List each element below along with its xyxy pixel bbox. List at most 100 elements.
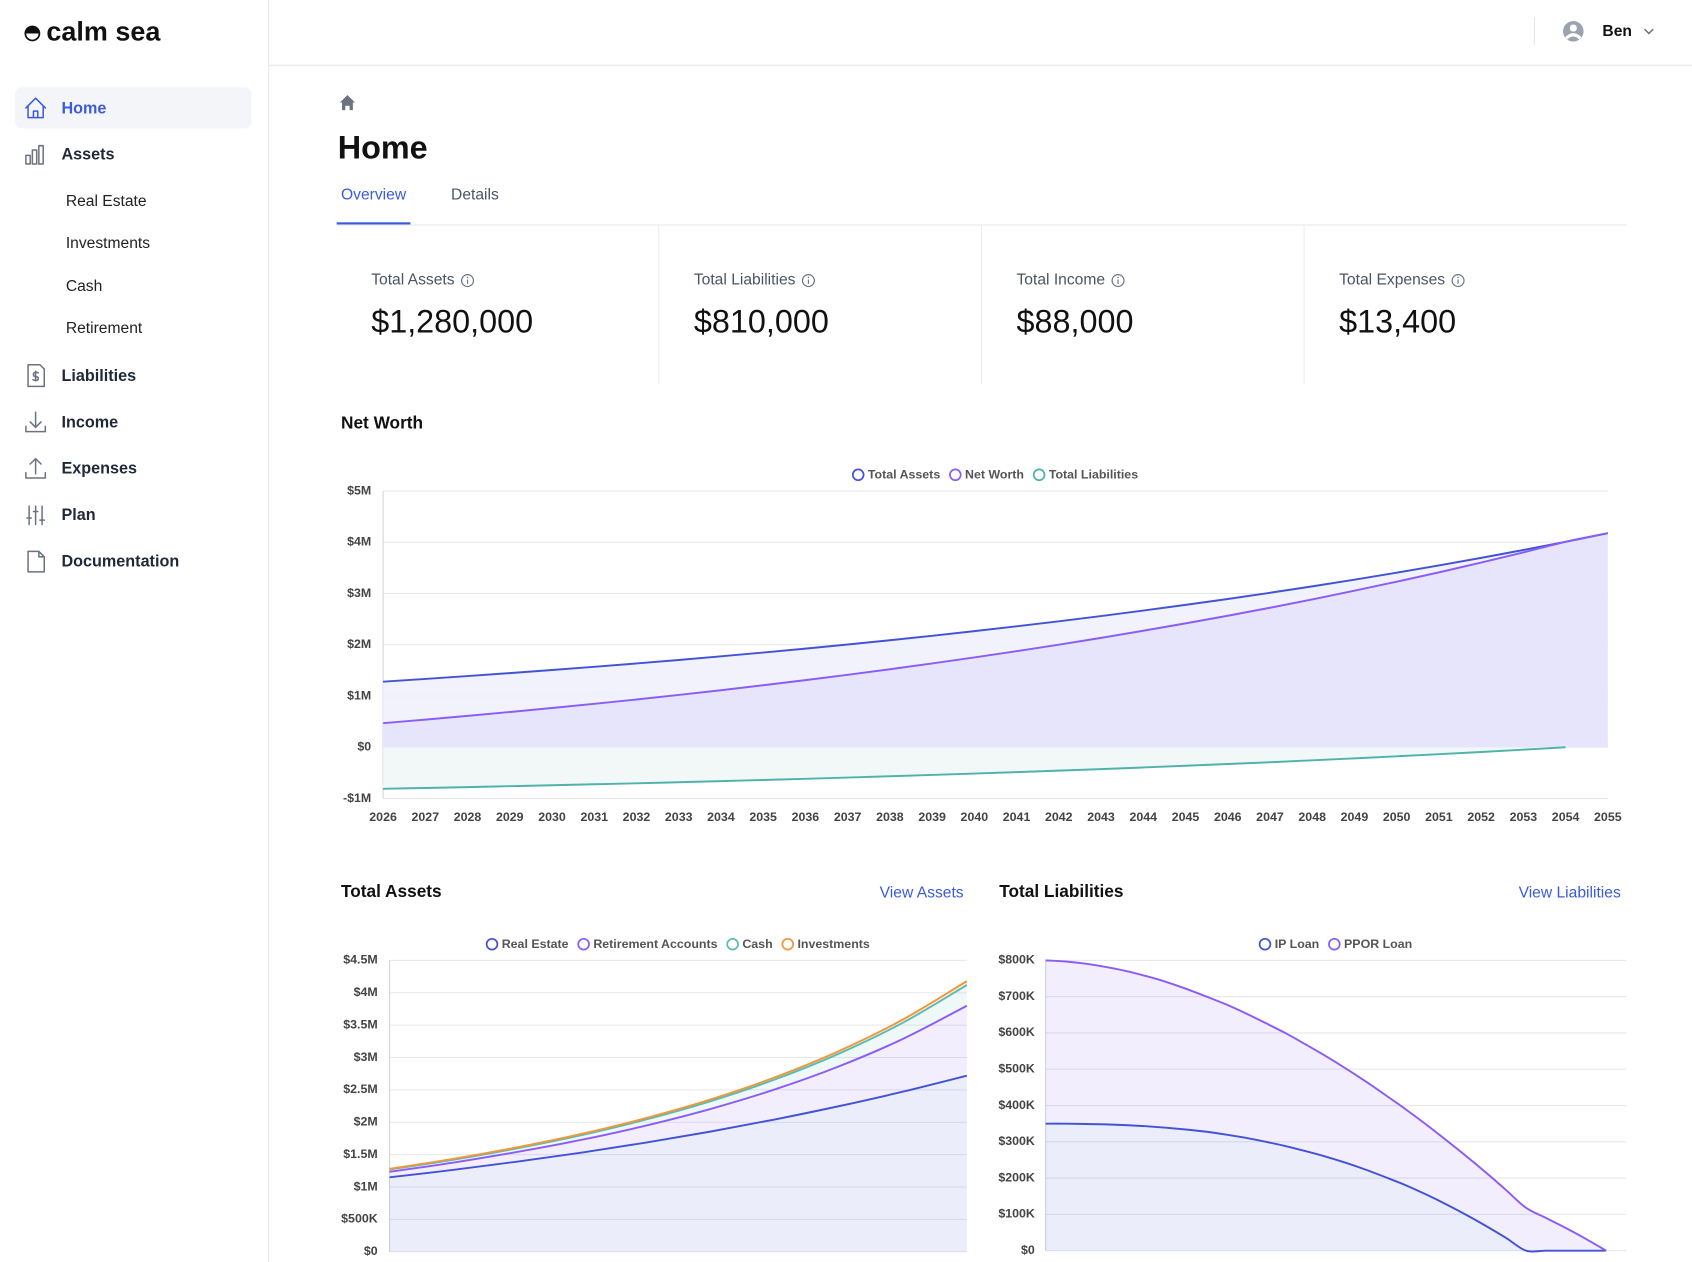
stat-value: $1,280,000	[371, 303, 533, 339]
y-tick-label: $500K	[998, 1062, 1035, 1076]
tab[interactable]: Overview	[341, 186, 407, 203]
nav-item[interactable]: Plan	[62, 506, 96, 524]
x-tick-label: 2049	[1341, 810, 1369, 824]
legend-label[interactable]: IP Loan	[1275, 937, 1320, 951]
x-tick-label: 2032	[623, 810, 651, 824]
nav-icons	[25, 97, 47, 573]
legend-marker[interactable]	[851, 468, 865, 482]
legend-marker[interactable]	[781, 937, 795, 951]
nav-active-bg	[15, 87, 252, 129]
x-tick-label: 2026	[369, 810, 397, 824]
info-icon[interactable]	[1111, 274, 1125, 288]
y-tick-label: $2M	[354, 1115, 378, 1129]
stack-area	[1045, 1123, 1607, 1252]
line	[383, 746, 1566, 790]
legend-label[interactable]: Real Estate	[502, 937, 569, 951]
chart-title: Total Liabilities	[999, 881, 1123, 901]
user-chevron[interactable]	[1643, 28, 1654, 35]
chart-link[interactable]: View Liabilities	[1519, 885, 1621, 902]
legend-marker[interactable]	[1328, 937, 1341, 951]
x-tick-label: 2046	[1214, 810, 1242, 824]
nav-item[interactable]: Liabilities	[62, 367, 137, 385]
x-tick-label: 2036	[792, 810, 820, 824]
icon-home	[25, 97, 47, 119]
legend-marker[interactable]	[1032, 468, 1046, 482]
legend-label[interactable]: Retirement Accounts	[593, 937, 717, 951]
nav-sub-item[interactable]: Cash	[66, 278, 102, 295]
legend-label[interactable]: Investments	[797, 937, 869, 951]
nav-item[interactable]: Expenses	[62, 460, 138, 478]
y-tick-label: $700K	[998, 989, 1035, 1003]
legend-marker[interactable]	[726, 937, 739, 951]
line	[383, 532, 1609, 683]
y-tick-label: $4M	[354, 985, 378, 999]
y-tick-label: $3M	[347, 586, 371, 600]
y-tick-label: $400K	[998, 1098, 1035, 1112]
x-tick-label: 2045	[1172, 810, 1200, 824]
user-name[interactable]: Ben	[1602, 23, 1632, 40]
x-tick-label: 2037	[834, 810, 862, 824]
icon-plan	[26, 505, 45, 526]
stat-value: $88,000	[1016, 303, 1133, 339]
x-tick-label: 2029	[496, 810, 524, 824]
x-tick-label: 2043	[1087, 810, 1115, 824]
icon-liabilities	[27, 363, 45, 388]
nav-item[interactable]: Documentation	[62, 552, 180, 570]
legend-marker[interactable]	[577, 937, 590, 951]
legend-label[interactable]: Net Worth	[965, 468, 1024, 482]
chart-link[interactable]: View Assets	[880, 885, 964, 902]
logo-ring	[24, 25, 41, 42]
info-icon-dot	[1117, 276, 1119, 279]
legend-marker[interactable]	[949, 468, 962, 482]
info-icon[interactable]	[460, 274, 475, 288]
icon-assets	[25, 144, 44, 165]
info-icon[interactable]	[1451, 274, 1465, 288]
brand: calm sea	[46, 17, 161, 47]
x-tick-label: 2053	[1510, 810, 1538, 824]
y-tick-label: $1M	[354, 1179, 378, 1193]
stat-label: Total Liabilities	[694, 272, 796, 289]
nav-sub-item[interactable]: Real Estate	[66, 193, 147, 210]
chart-title: Total Assets	[341, 881, 442, 901]
y-tick-label: $0	[357, 740, 371, 754]
x-tick-label: 2039	[918, 810, 946, 824]
avatar-body	[1565, 33, 1582, 40]
x-tick-label: 2034	[707, 810, 735, 824]
info-icon-dot	[1457, 276, 1459, 279]
y-tick-label: $0	[1021, 1243, 1035, 1257]
x-tick-label: 2027	[412, 810, 440, 824]
info-icon-dot	[466, 276, 469, 279]
stat-value: $13,400	[1339, 303, 1456, 339]
y-tick-label: $800K	[998, 953, 1035, 967]
stack-area	[389, 1075, 967, 1252]
nav-item[interactable]: Home	[62, 99, 107, 117]
tab[interactable]: Details	[451, 186, 499, 203]
y-tick-label: $5M	[347, 483, 371, 497]
x-tick-label: 2038	[876, 810, 904, 824]
nav-item[interactable]: Assets	[62, 146, 115, 164]
breadcrumb-home[interactable]	[339, 94, 356, 111]
x-tick-label: 2050	[1383, 810, 1411, 824]
stack-area	[389, 1005, 967, 1178]
legend-marker[interactable]	[1258, 937, 1272, 951]
x-tick-label: 2030	[538, 810, 566, 824]
legend-label[interactable]: Total Assets	[868, 468, 940, 482]
legend-marker[interactable]	[485, 937, 499, 951]
y-tick-label: $500K	[341, 1212, 378, 1226]
y-tick-label: $2M	[347, 637, 371, 651]
x-tick-label: 2055	[1594, 810, 1622, 824]
legend-label[interactable]: Cash	[742, 937, 772, 951]
legend-label[interactable]: Total Liabilities	[1049, 468, 1138, 482]
line	[1045, 959, 1607, 1252]
icon-expenses	[25, 457, 47, 479]
y-tick-label: $3.5M	[343, 1017, 377, 1031]
info-icon[interactable]	[801, 274, 815, 288]
legend-label[interactable]: PPOR Loan	[1344, 937, 1412, 951]
y-tick-label: $4.5M	[343, 953, 377, 967]
nav-sub-item[interactable]: Retirement	[66, 320, 143, 337]
area	[383, 533, 1608, 748]
line	[382, 532, 1609, 725]
nav-item[interactable]: Income	[62, 413, 119, 431]
nav-sub-item[interactable]: Investments	[66, 235, 150, 252]
